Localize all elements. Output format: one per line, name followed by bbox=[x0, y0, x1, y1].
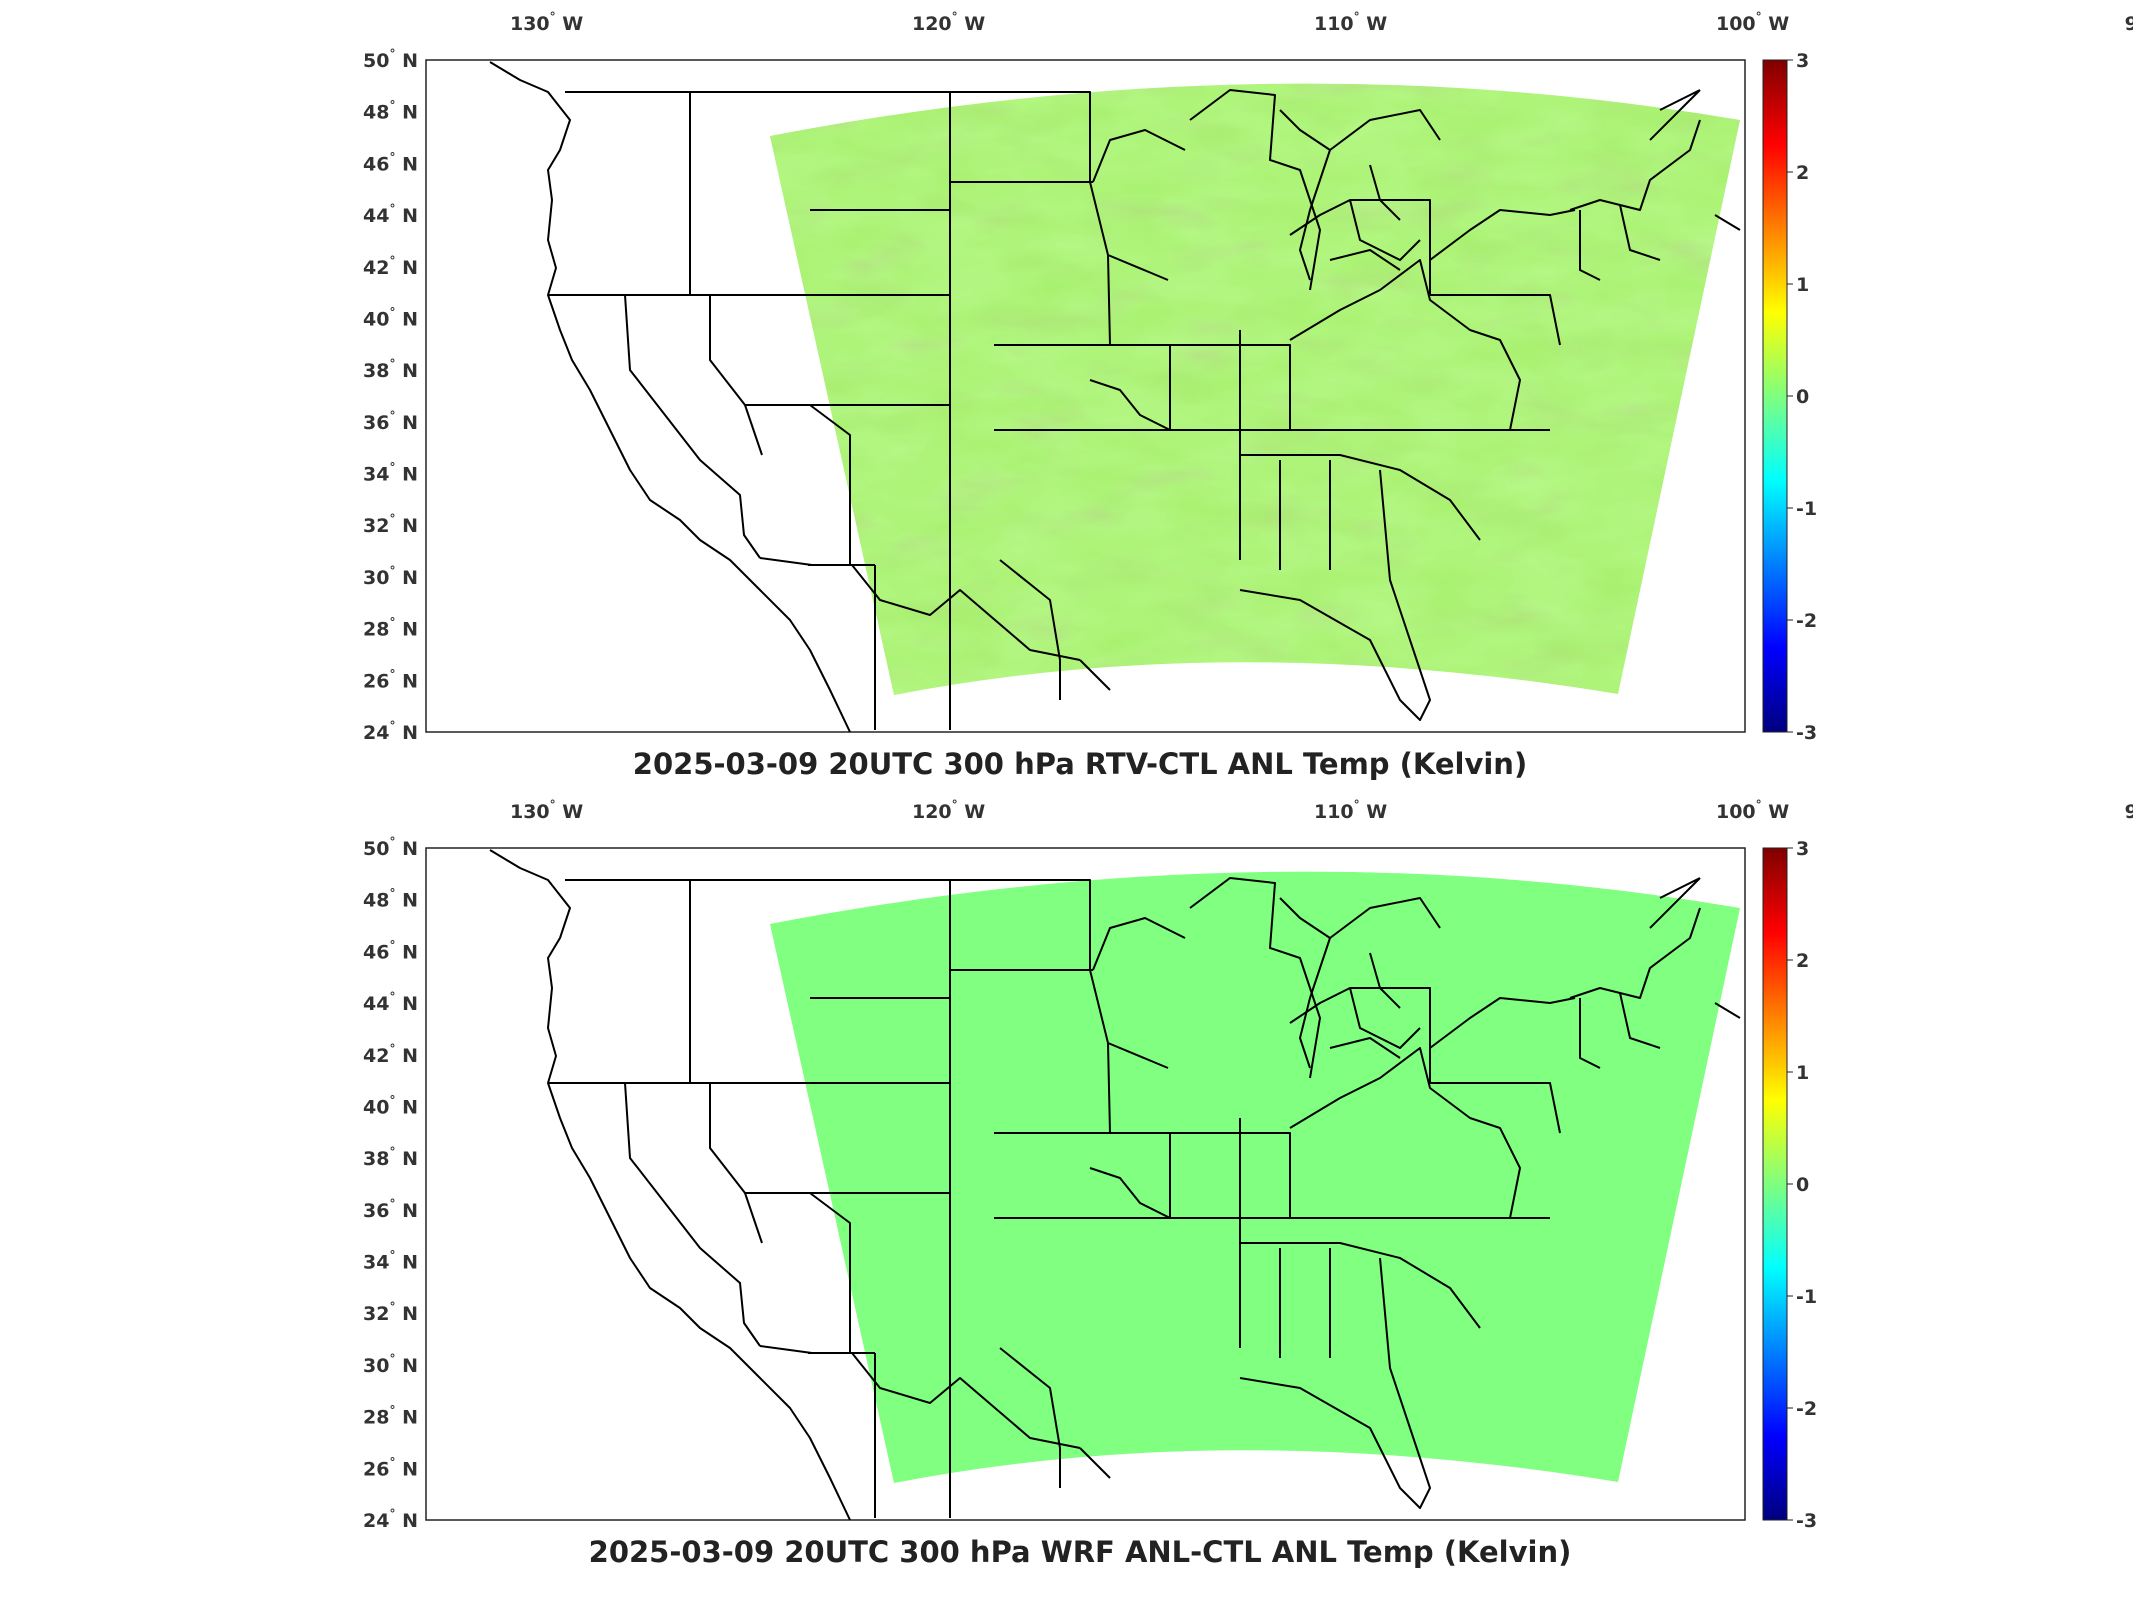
longitude-labels: 130° W 120° W 110° W 100° W 90° W 80° W … bbox=[510, 798, 2133, 823]
lat-label: 48° N bbox=[363, 887, 418, 912]
lon-label: 110° W bbox=[1314, 10, 1387, 35]
lon-label: 100° W bbox=[1716, 798, 1789, 823]
lat-label: 32° N bbox=[363, 512, 418, 537]
colorbar-tick-label: -3 bbox=[1796, 722, 1817, 744]
geographic-boundaries bbox=[489, 849, 1741, 1521]
panel-title: 2025-03-09 20UTC 300 hPa RTV-CTL ANL Tem… bbox=[633, 747, 1527, 781]
colorbar-tick-label: 3 bbox=[1796, 50, 1809, 72]
lon-label: 130° W bbox=[510, 10, 583, 35]
lat-label: 36° N bbox=[363, 1197, 418, 1222]
lat-label: 44° N bbox=[363, 990, 418, 1015]
temperature-field-texture bbox=[770, 83, 1740, 696]
lat-label: 42° N bbox=[363, 254, 418, 279]
temperature-field bbox=[770, 871, 1740, 1483]
lon-label: 90° W bbox=[2125, 10, 2133, 35]
lon-label: 130° W bbox=[510, 798, 583, 823]
lat-label: 28° N bbox=[363, 1404, 418, 1429]
map-panel-bottom: 130° W 120° W 110° W 100° W 90° W 80° W … bbox=[363, 798, 2133, 1569]
colorbar-tick-label: 2 bbox=[1796, 162, 1809, 184]
lat-label: 44° N bbox=[363, 202, 418, 227]
geographic-boundaries bbox=[489, 61, 1741, 733]
lat-label: 48° N bbox=[363, 99, 418, 124]
lon-label: 120° W bbox=[912, 10, 985, 35]
lat-label: 28° N bbox=[363, 616, 418, 641]
lat-label: 34° N bbox=[363, 1249, 418, 1274]
lat-label: 38° N bbox=[363, 357, 418, 382]
lat-label: 30° N bbox=[363, 1352, 418, 1377]
colorbar-tick-label: 0 bbox=[1796, 386, 1809, 408]
colorbar-tick-label: -1 bbox=[1796, 498, 1817, 520]
colorbar-ticks: 3 2 1 0 -1 -2 -3 bbox=[1787, 838, 1817, 1532]
lat-label: 38° N bbox=[363, 1145, 418, 1170]
colorbar-tick-label: 3 bbox=[1796, 838, 1809, 860]
lon-label: 110° W bbox=[1314, 798, 1387, 823]
colorbar-tick-label: 1 bbox=[1796, 274, 1809, 296]
colorbar-tick-label: -3 bbox=[1796, 1510, 1817, 1532]
lat-label: 26° N bbox=[363, 1455, 418, 1480]
lat-label: 26° N bbox=[363, 667, 418, 692]
lat-label: 46° N bbox=[363, 938, 418, 963]
lat-label: 32° N bbox=[363, 1300, 418, 1325]
lat-label: 24° N bbox=[363, 719, 418, 744]
longitude-labels: 130° W 120° W 110° W 100° W 90° W 80° W … bbox=[510, 10, 2133, 35]
colorbar-ticks: 3 2 1 0 -1 -2 -3 bbox=[1787, 50, 1817, 744]
colorbar-tick-label: 1 bbox=[1796, 1062, 1809, 1084]
colorbar-tick-label: -2 bbox=[1796, 1398, 1817, 1420]
lat-label: 46° N bbox=[363, 150, 418, 175]
colorbar bbox=[1762, 847, 1788, 1521]
lat-label: 30° N bbox=[363, 564, 418, 589]
panel-title: 2025-03-09 20UTC 300 hPa WRF ANL-CTL ANL… bbox=[589, 1535, 1572, 1569]
colorbar bbox=[1762, 59, 1788, 733]
colorbar-tick-label: -2 bbox=[1796, 610, 1817, 632]
lon-label: 100° W bbox=[1716, 10, 1789, 35]
lat-label: 40° N bbox=[363, 305, 418, 330]
latitude-labels: 50° N 48° N 46° N 44° N 42° N 40° N 38° N 36° N… bbox=[363, 47, 418, 744]
latitude-labels: 50° N 48° N 46° N 44° N 42° N 40° N 38° N 36° N… bbox=[363, 835, 418, 1532]
lat-label: 40° N bbox=[363, 1093, 418, 1118]
lat-label: 36° N bbox=[363, 409, 418, 434]
lon-label: 120° W bbox=[912, 798, 985, 823]
map-panel-top: 130° W 120° W 110° W 100° W 90° W 80° W … bbox=[363, 10, 2133, 781]
lat-label: 50° N bbox=[363, 47, 418, 72]
lat-label: 34° N bbox=[363, 461, 418, 486]
lon-label: 90° W bbox=[2125, 798, 2133, 823]
lat-label: 24° N bbox=[363, 1507, 418, 1532]
colorbar-tick-label: -1 bbox=[1796, 1286, 1817, 1308]
colorbar-tick-label: 0 bbox=[1796, 1174, 1809, 1196]
lat-label: 50° N bbox=[363, 835, 418, 860]
colorbar-tick-label: 2 bbox=[1796, 950, 1809, 972]
lat-label: 42° N bbox=[363, 1042, 418, 1067]
